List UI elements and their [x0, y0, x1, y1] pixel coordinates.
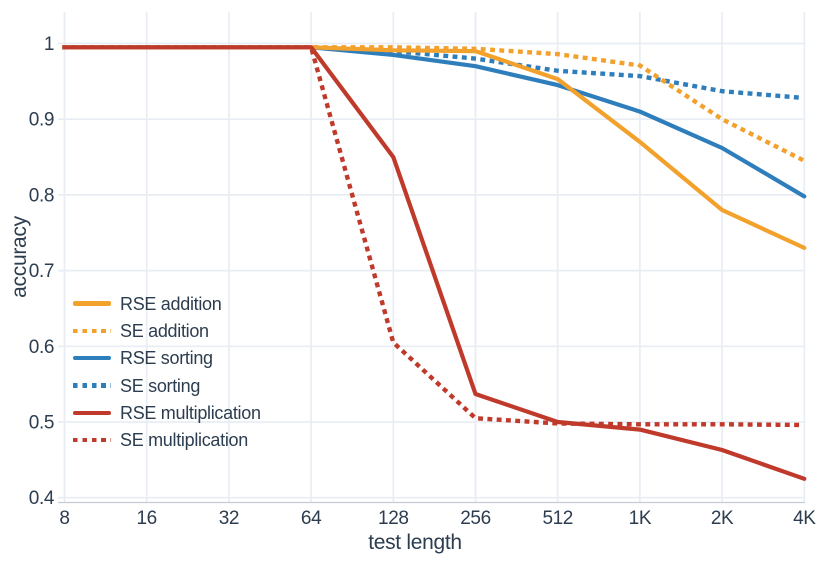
- x-axis-title: test length: [368, 531, 462, 554]
- legend-item-rse-addition: RSE addition: [73, 290, 261, 317]
- x-tick-label: 8: [59, 508, 69, 529]
- legend-item-rse-multiplication: RSE multiplication: [73, 399, 261, 426]
- x-tick-label: 16: [137, 508, 157, 529]
- x-tick-label: 4K: [793, 508, 816, 529]
- x-tick-label: 32: [219, 508, 239, 529]
- x-tick-label: 256: [460, 508, 491, 529]
- legend: RSE addition SE addition RSE sorting SE …: [73, 290, 261, 454]
- legend-item-se-sorting: SE sorting: [73, 372, 261, 399]
- legend-swatch-dotted-blue: [73, 383, 111, 388]
- y-tick-label: 0.8: [29, 185, 54, 206]
- legend-label: SE multiplication: [120, 430, 248, 451]
- y-tick-label: 0.6: [29, 337, 54, 358]
- legend-swatch-solid-red: [73, 410, 111, 416]
- x-tick-label: 1K: [629, 508, 652, 529]
- x-tick-label: 64: [301, 508, 322, 529]
- legend-item-se-multiplication: SE multiplication: [73, 426, 261, 453]
- y-tick-label: 0.9: [29, 110, 54, 131]
- y-tick-label: 0.7: [29, 261, 54, 282]
- legend-item-se-addition: SE addition: [73, 317, 261, 344]
- legend-label: RSE multiplication: [120, 402, 261, 423]
- series-line-rse-sorting: [62, 45, 807, 199]
- y-tick-label: 1: [44, 34, 54, 55]
- legend-item-rse-sorting: RSE sorting: [73, 345, 261, 372]
- y-tick-label: 0.5: [29, 413, 54, 434]
- legend-label: SE sorting: [120, 375, 201, 396]
- legend-swatch-solid-blue: [73, 356, 111, 361]
- series-line-se-sorting: [62, 45, 807, 101]
- legend-swatch-dotted-orange: [73, 328, 111, 334]
- series-line-se-addition: [62, 45, 808, 164]
- legend-swatch-dotted-red: [73, 437, 111, 443]
- x-tick-label: 2K: [711, 508, 734, 529]
- x-tick-label: 512: [542, 508, 573, 529]
- series-line-rse-multiplication: [62, 45, 807, 481]
- legend-label: RSE sorting: [120, 348, 213, 369]
- legend-label: RSE addition: [120, 293, 222, 314]
- y-axis-title: accuracy: [8, 216, 31, 298]
- legend-label: SE addition: [120, 320, 209, 341]
- series-line-rse-addition: [62, 45, 807, 250]
- legend-swatch-solid-orange: [73, 301, 111, 306]
- y-tick-label: 0.4: [29, 488, 55, 509]
- x-tick-label: 128: [378, 508, 409, 529]
